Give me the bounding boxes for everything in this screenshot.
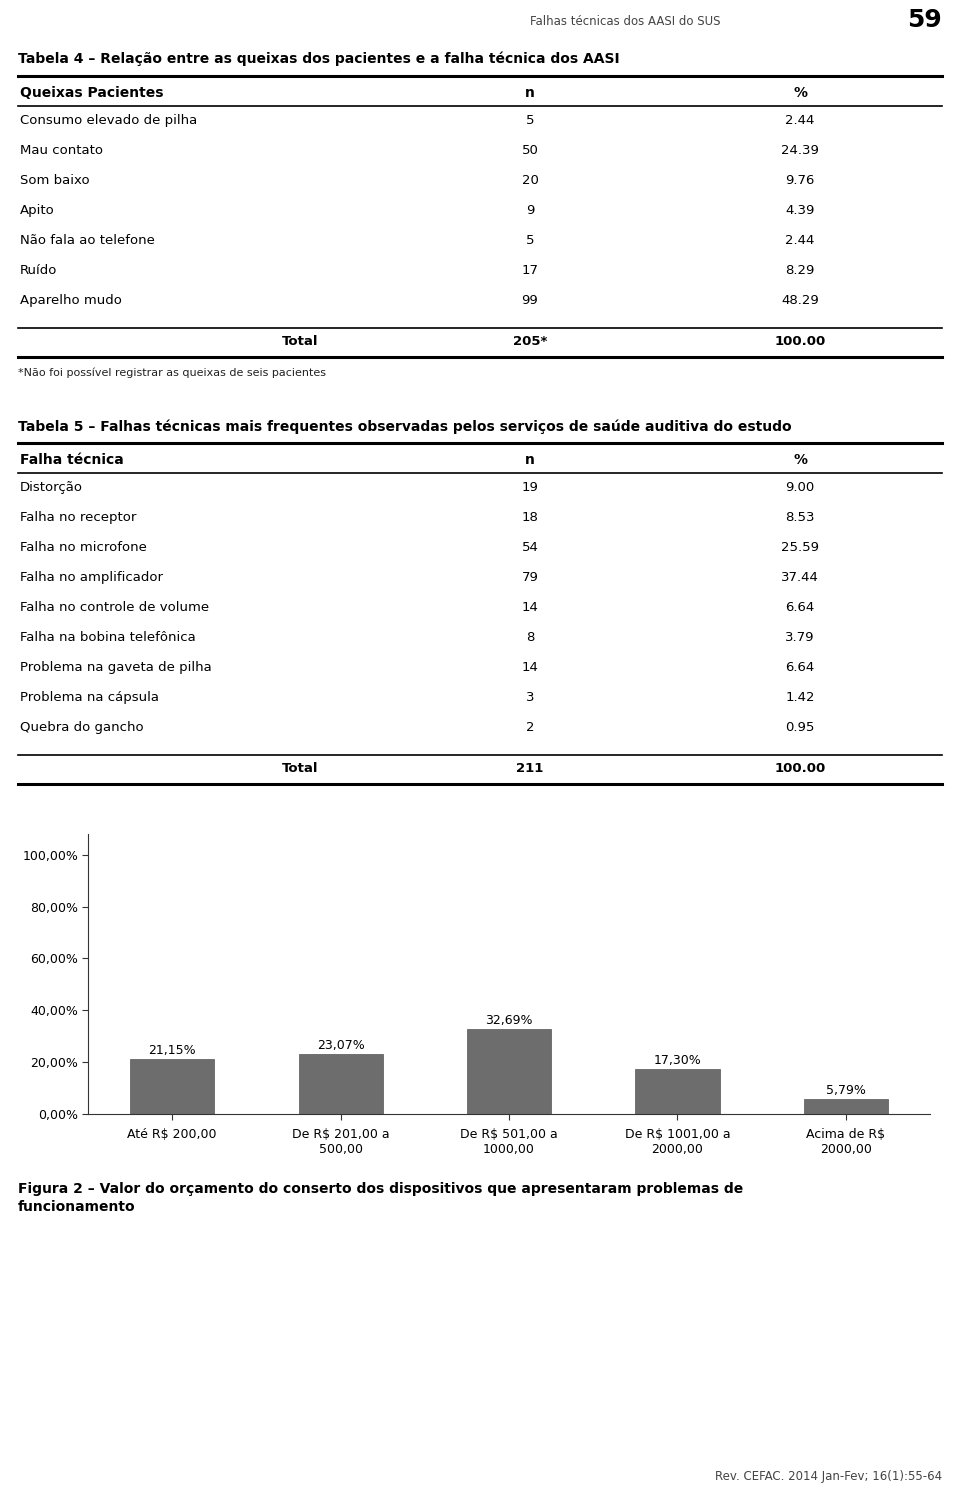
Bar xyxy=(299,1055,383,1115)
Text: Falhas técnicas dos AASI do SUS: Falhas técnicas dos AASI do SUS xyxy=(530,15,721,28)
Text: 99: 99 xyxy=(521,294,539,307)
Text: 211: 211 xyxy=(516,762,543,774)
Bar xyxy=(131,1059,214,1115)
Text: 0.95: 0.95 xyxy=(785,721,815,734)
Text: 54: 54 xyxy=(521,542,539,554)
Text: 25.59: 25.59 xyxy=(781,542,819,554)
Text: Queixas Pacientes: Queixas Pacientes xyxy=(20,87,163,100)
Text: 14: 14 xyxy=(521,661,539,674)
Text: 100.00: 100.00 xyxy=(775,762,826,774)
Text: %: % xyxy=(793,87,807,100)
Text: Falha na bobina telefônica: Falha na bobina telefônica xyxy=(20,631,196,645)
Text: 5: 5 xyxy=(526,234,535,248)
Text: 20: 20 xyxy=(521,175,539,186)
Bar xyxy=(804,1100,888,1115)
Text: 14: 14 xyxy=(521,601,539,615)
Text: 8.29: 8.29 xyxy=(785,264,815,278)
Text: 3: 3 xyxy=(526,691,535,704)
Text: 8: 8 xyxy=(526,631,534,645)
Text: Total: Total xyxy=(281,336,319,348)
Text: n: n xyxy=(525,87,535,100)
Text: Tabela 5 – Falhas técnicas mais frequentes observadas pelos serviços de saúde au: Tabela 5 – Falhas técnicas mais frequent… xyxy=(18,419,792,434)
Text: 8.53: 8.53 xyxy=(785,510,815,524)
Text: 79: 79 xyxy=(521,571,539,583)
Text: 18: 18 xyxy=(521,510,539,524)
Text: Quebra do gancho: Quebra do gancho xyxy=(20,721,144,734)
Text: 9: 9 xyxy=(526,204,534,216)
Text: 5,79%: 5,79% xyxy=(826,1083,866,1097)
Text: 4.39: 4.39 xyxy=(785,204,815,216)
Text: Figura 2 – Valor do orçamento do conserto dos dispositivos que apresentaram prob: Figura 2 – Valor do orçamento do consert… xyxy=(18,1182,743,1197)
Text: 17,30%: 17,30% xyxy=(654,1053,701,1067)
Text: 2.44: 2.44 xyxy=(785,113,815,127)
Text: Falha técnica: Falha técnica xyxy=(20,454,124,467)
Text: Som baixo: Som baixo xyxy=(20,175,89,186)
Text: 1.42: 1.42 xyxy=(785,691,815,704)
Text: 9.00: 9.00 xyxy=(785,480,815,494)
Text: Ruído: Ruído xyxy=(20,264,58,278)
Text: 2: 2 xyxy=(526,721,535,734)
Text: 17: 17 xyxy=(521,264,539,278)
Text: Falha no controle de volume: Falha no controle de volume xyxy=(20,601,209,615)
Text: Mau contato: Mau contato xyxy=(20,145,103,157)
Text: n: n xyxy=(525,454,535,467)
Text: Rev. CEFAC. 2014 Jan-Fev; 16(1):55-64: Rev. CEFAC. 2014 Jan-Fev; 16(1):55-64 xyxy=(715,1470,942,1483)
Text: 6.64: 6.64 xyxy=(785,601,815,615)
Text: Falha no amplificador: Falha no amplificador xyxy=(20,571,163,583)
Text: 9.76: 9.76 xyxy=(785,175,815,186)
Text: 2.44: 2.44 xyxy=(785,234,815,248)
Text: Apito: Apito xyxy=(20,204,55,216)
Text: Total: Total xyxy=(281,762,319,774)
Text: Falha no receptor: Falha no receptor xyxy=(20,510,136,524)
Text: Consumo elevado de pilha: Consumo elevado de pilha xyxy=(20,113,197,127)
Text: funcionamento: funcionamento xyxy=(18,1200,135,1214)
Text: Distorção: Distorção xyxy=(20,480,83,494)
Text: 59: 59 xyxy=(907,7,942,31)
Text: Problema na cápsula: Problema na cápsula xyxy=(20,691,159,704)
Text: *Não foi possível registrar as queixas de seis pacientes: *Não foi possível registrar as queixas d… xyxy=(18,367,326,377)
Text: Falha no microfone: Falha no microfone xyxy=(20,542,147,554)
Bar xyxy=(467,1029,551,1115)
Text: 23,07%: 23,07% xyxy=(317,1038,365,1052)
Text: Aparelho mudo: Aparelho mudo xyxy=(20,294,122,307)
Text: 100.00: 100.00 xyxy=(775,336,826,348)
Text: %: % xyxy=(793,454,807,467)
Text: 6.64: 6.64 xyxy=(785,661,815,674)
Text: 19: 19 xyxy=(521,480,539,494)
Text: 3.79: 3.79 xyxy=(785,631,815,645)
Text: Problema na gaveta de pilha: Problema na gaveta de pilha xyxy=(20,661,212,674)
Text: 32,69%: 32,69% xyxy=(485,1015,533,1026)
Text: 50: 50 xyxy=(521,145,539,157)
Text: Não fala ao telefone: Não fala ao telefone xyxy=(20,234,155,248)
Text: 5: 5 xyxy=(526,113,535,127)
Text: 21,15%: 21,15% xyxy=(149,1044,196,1058)
Text: 37.44: 37.44 xyxy=(781,571,819,583)
Text: 48.29: 48.29 xyxy=(781,294,819,307)
Text: Tabela 4 – Relação entre as queixas dos pacientes e a falha técnica dos AASI: Tabela 4 – Relação entre as queixas dos … xyxy=(18,52,619,67)
Bar xyxy=(636,1070,719,1115)
Text: 24.39: 24.39 xyxy=(781,145,819,157)
Text: 205*: 205* xyxy=(513,336,547,348)
